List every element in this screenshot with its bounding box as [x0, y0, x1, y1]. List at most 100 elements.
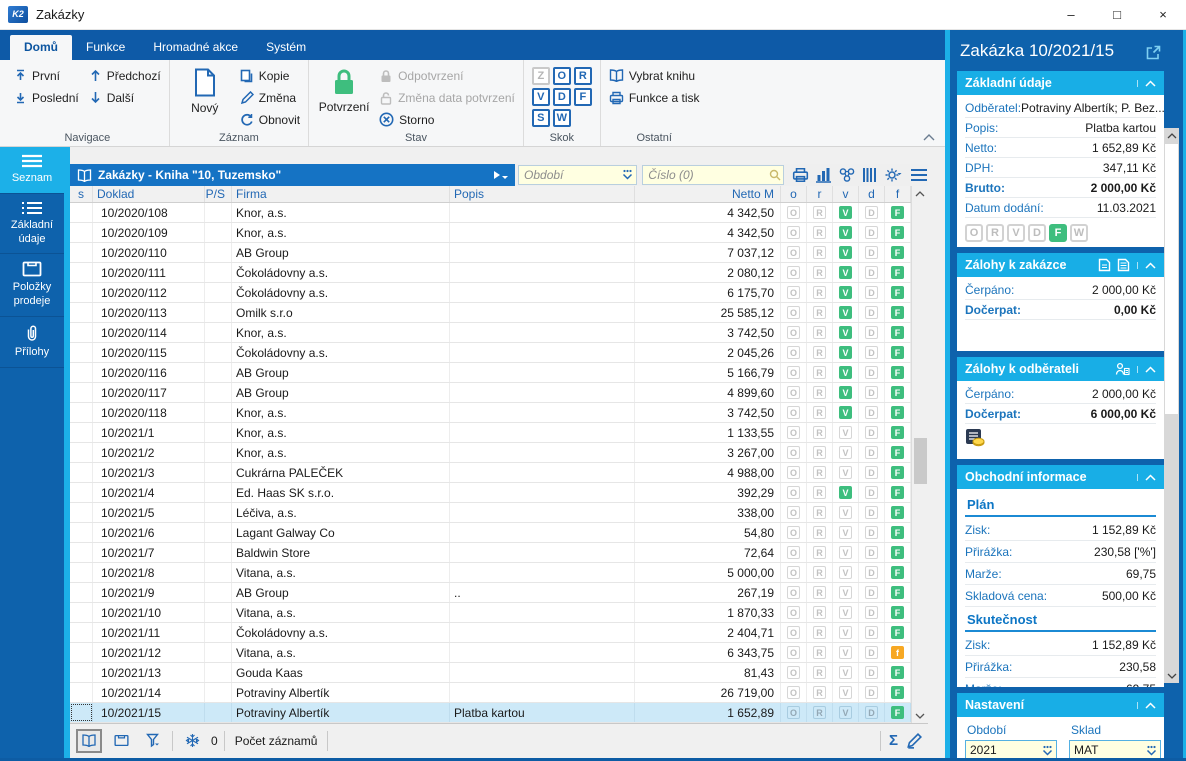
book-view-button[interactable] [76, 728, 102, 753]
row-selector-cell[interactable] [70, 343, 93, 362]
table-row[interactable]: 10/2021/5 Léčiva, a.s. 338,00 O R V D F [70, 503, 911, 523]
table-row[interactable]: 10/2021/10 Vitana, a.s. 1 870,33 O R V D… [70, 603, 911, 623]
row-selector-cell[interactable] [70, 383, 93, 402]
jump-o-button[interactable]: O [552, 67, 571, 85]
table-row[interactable]: 10/2021/8 Vitana, a.s. 5 000,00 O R V D … [70, 563, 911, 583]
row-selector-cell[interactable] [70, 443, 93, 462]
table-menu-icon[interactable] [910, 168, 928, 182]
row-selector-cell[interactable] [70, 503, 93, 522]
row-selector-cell[interactable] [70, 563, 93, 582]
barcode-icon[interactable] [862, 167, 878, 183]
tab-funkce[interactable]: Funkce [86, 40, 126, 54]
next-button[interactable]: Další [89, 87, 161, 108]
row-selector-cell[interactable] [70, 263, 93, 282]
collapse-card-icon[interactable] [1137, 701, 1156, 709]
jump-z-button[interactable]: Z [531, 67, 550, 85]
row-selector-cell[interactable] [70, 283, 93, 302]
collapse-card-icon[interactable] [1137, 473, 1156, 481]
unconfirm-button[interactable]: Odpotvrzení [379, 65, 515, 86]
col-v[interactable]: v [833, 186, 859, 202]
row-selector-cell[interactable] [70, 683, 93, 702]
dropdown-icon[interactable] [1041, 745, 1054, 756]
jump-w-button[interactable]: W [552, 109, 571, 127]
expand-title-button[interactable] [493, 170, 509, 180]
table-row[interactable]: 10/2021/7 Baldwin Store 72,64 O R V D F [70, 543, 911, 563]
row-selector-cell[interactable] [70, 203, 93, 222]
table-row[interactable]: 10/2020/118 Knor, a.s. 3 742,50 O R V D … [70, 403, 911, 423]
tab-domu[interactable]: Domů [10, 35, 72, 60]
col-doklad[interactable]: Doklad [93, 186, 205, 202]
first-button[interactable]: První [14, 65, 79, 86]
settings-gear-icon[interactable] [884, 167, 904, 183]
col-netto[interactable]: Netto M [635, 186, 781, 202]
row-selector-cell[interactable] [70, 623, 93, 642]
new-button[interactable]: Nový [178, 65, 232, 130]
sidebar-item-zakladni-udaje[interactable]: Základní údaje [0, 194, 64, 255]
table-row[interactable]: 10/2020/112 Čokoládovny a.s. 6 175,70 O … [70, 283, 911, 303]
table-scrollbar[interactable] [911, 186, 928, 723]
print-icon[interactable] [792, 167, 809, 183]
analysis-icon[interactable] [838, 167, 856, 183]
filter-button[interactable] [140, 729, 166, 753]
row-selector-cell[interactable] [70, 583, 93, 602]
refresh-button[interactable]: Obnovit [240, 109, 300, 130]
collapse-card-icon[interactable] [1137, 365, 1156, 373]
sidebar-item-seznam[interactable]: Seznam [0, 147, 64, 194]
table-row[interactable]: 10/2021/14 Potraviny Albertík 26 719,00 … [70, 683, 911, 703]
table-row[interactable]: 10/2021/15 Potraviny Albertík Platba kar… [70, 703, 911, 723]
period-filter-input[interactable] [518, 165, 638, 185]
table-row[interactable]: 10/2020/113 Omilk s.r.o 25 585,12 O R V … [70, 303, 911, 323]
row-selector-cell[interactable] [70, 423, 93, 442]
scroll-down-icon[interactable] [1164, 668, 1179, 683]
row-selector-cell[interactable] [70, 483, 93, 502]
table-row[interactable]: 10/2021/9 AB Group .. 267,19 O R V D F [70, 583, 911, 603]
col-r[interactable]: r [807, 186, 833, 202]
table-row[interactable]: 10/2021/4 Ed. Haas SK s.r.o. 392,29 O R … [70, 483, 911, 503]
row-selector-cell[interactable] [70, 323, 93, 342]
table-row[interactable]: 10/2021/12 Vitana, a.s. 6 343,75 O R V D… [70, 643, 911, 663]
card-header[interactable]: Základní údaje [957, 71, 1164, 95]
table-row[interactable]: 10/2020/114 Knor, a.s. 3 742,50 O R V D … [70, 323, 911, 343]
storno-button[interactable]: Storno [379, 109, 515, 130]
scroll-thumb[interactable] [914, 438, 927, 484]
maximize-button[interactable]: □ [1113, 7, 1121, 22]
row-selector-cell[interactable] [70, 603, 93, 622]
chart-icon[interactable] [815, 167, 832, 183]
open-in-window-icon[interactable] [1146, 45, 1161, 60]
advance-doc-list-icon[interactable] [1117, 258, 1130, 272]
sidebar-item-prilohy[interactable]: Přílohy [0, 317, 64, 368]
table-row[interactable]: 10/2020/116 AB Group 5 166,79 O R V D F [70, 363, 911, 383]
previous-button[interactable]: Předchozí [89, 65, 161, 86]
number-filter-input[interactable] [642, 165, 784, 185]
card-header[interactable]: Zálohy k odběrateli [957, 357, 1164, 381]
table-row[interactable]: 10/2020/115 Čokoládovny a.s. 2 045,26 O … [70, 343, 911, 363]
table-row[interactable]: 10/2021/13 Gouda Kaas 81,43 O R V D F [70, 663, 911, 683]
table-row[interactable]: 10/2021/3 Cukrárna PALEČEK 4 988,00 O R … [70, 463, 911, 483]
customer-doc-icon[interactable] [1115, 362, 1130, 376]
table-row[interactable]: 10/2020/110 AB Group 7 037,12 O R V D F [70, 243, 911, 263]
col-ps[interactable]: P/S [205, 186, 232, 202]
container-view-button[interactable] [108, 729, 134, 753]
table-row[interactable]: 10/2020/109 Knor, a.s. 4 342,50 O R V D … [70, 223, 911, 243]
edit-button[interactable]: Změna [240, 87, 300, 108]
jump-s-button[interactable]: S [531, 109, 550, 127]
search-icon[interactable] [769, 169, 781, 181]
period-select[interactable] [965, 740, 1057, 760]
scroll-down-icon[interactable] [912, 708, 928, 723]
row-selector-cell[interactable] [70, 543, 93, 562]
minimize-button[interactable]: – [1067, 7, 1075, 22]
functions-print-button[interactable]: Funkce a tisk [609, 87, 700, 108]
row-selector-cell[interactable] [70, 403, 93, 422]
jump-r-button[interactable]: R [573, 67, 592, 85]
row-selector-cell[interactable] [70, 703, 93, 722]
col-firma[interactable]: Firma [232, 186, 450, 202]
close-button[interactable]: × [1159, 7, 1167, 22]
panel-scrollbar[interactable] [1164, 128, 1179, 683]
copy-button[interactable]: Kopie [240, 65, 300, 86]
row-selector-cell[interactable] [70, 363, 93, 382]
book-title-bar[interactable]: Zakázky - Kniha "10, Tuzemsko" [70, 164, 516, 186]
snowflake-icon[interactable] [179, 729, 205, 753]
sum-icon[interactable]: Σ [888, 732, 898, 749]
record-count-button[interactable]: Počet záznamů [234, 733, 318, 748]
row-selector-cell[interactable] [70, 463, 93, 482]
